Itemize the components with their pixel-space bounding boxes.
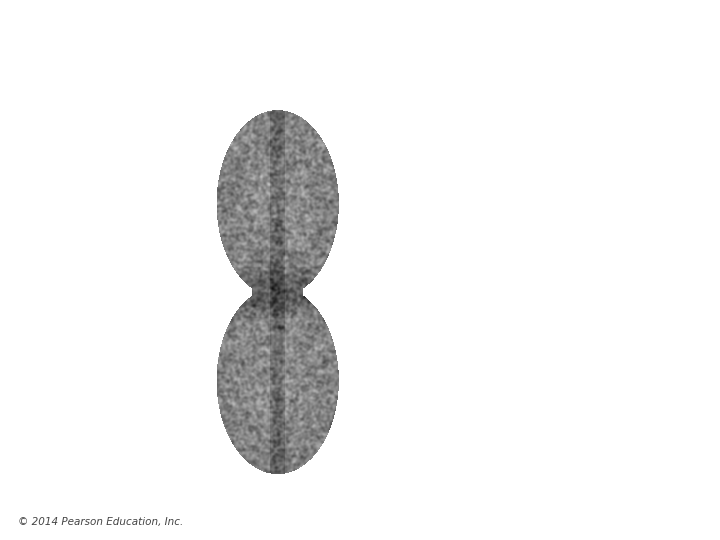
Text: © 2014 Pearson Education, Inc.: © 2014 Pearson Education, Inc. [18, 516, 184, 526]
Text: Chromatid
(700 nm): Chromatid (700 nm) [270, 73, 392, 116]
Text: Figure 13.21bc: Figure 13.21bc [18, 14, 101, 24]
